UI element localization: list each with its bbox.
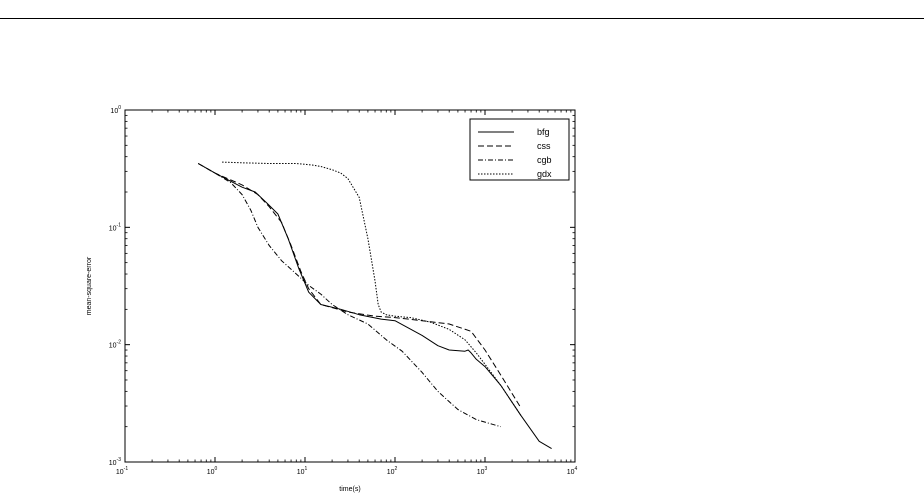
x-tick-exp: -1 [124, 466, 129, 472]
y-tick-base: 10 [109, 225, 117, 232]
legend-box [469, 118, 570, 181]
x-tick-exp: 0 [215, 466, 218, 472]
x-tick-exp: 1 [305, 466, 308, 472]
legend-label-gdx: gdx [537, 169, 552, 179]
x-tick-label: 101 [297, 466, 308, 476]
y-tick-exp: -1 [117, 222, 122, 228]
x-tick-exp: 4 [575, 466, 578, 472]
series-line-bfg [197, 163, 552, 450]
legend-label-css: css [537, 141, 551, 151]
y-tick-base: 10 [109, 343, 117, 350]
legend-label-cgb: cgb [537, 155, 552, 165]
y-tick-label: 100 [110, 105, 121, 115]
x-tick-base: 10 [567, 469, 575, 476]
x-tick-base: 10 [207, 469, 215, 476]
y-tick-exp: -2 [117, 340, 122, 346]
series-line-css [197, 163, 522, 408]
y-tick-label: 10-1 [109, 222, 121, 232]
x-tick-base: 10 [387, 469, 395, 476]
x-axis-label: time(s) [339, 486, 360, 493]
x-tick-base: 10 [477, 469, 485, 476]
legend-label-bfg: bfg [537, 127, 550, 137]
x-tick-label: 100 [207, 466, 218, 476]
y-tick-label: 10-3 [109, 457, 121, 467]
plot-frame [124, 109, 576, 463]
y-tick-exp: -3 [117, 457, 122, 463]
y-tick-label: 10-2 [109, 340, 121, 350]
series-line-cgb [197, 163, 501, 428]
x-tick-label: 103 [477, 466, 488, 476]
legend: bfg css cgb gdx [469, 118, 570, 181]
x-tick-label: 102 [387, 466, 398, 476]
x-tick-base: 10 [116, 469, 124, 476]
series-lines [197, 161, 552, 450]
x-tick-exp: 2 [395, 466, 398, 472]
y-tick-base: 10 [109, 460, 117, 467]
x-tick-label: 10-1 [116, 466, 128, 476]
y-tick-exp: 0 [118, 105, 121, 111]
x-tick-label: 104 [567, 466, 578, 476]
x-tick-exp: 3 [485, 466, 488, 472]
series-line-gdx [222, 161, 522, 416]
top-rule [0, 18, 924, 19]
y-tick-base: 10 [110, 108, 118, 115]
y-axis-label: mean-square-error [86, 256, 93, 315]
x-tick-base: 10 [297, 469, 305, 476]
